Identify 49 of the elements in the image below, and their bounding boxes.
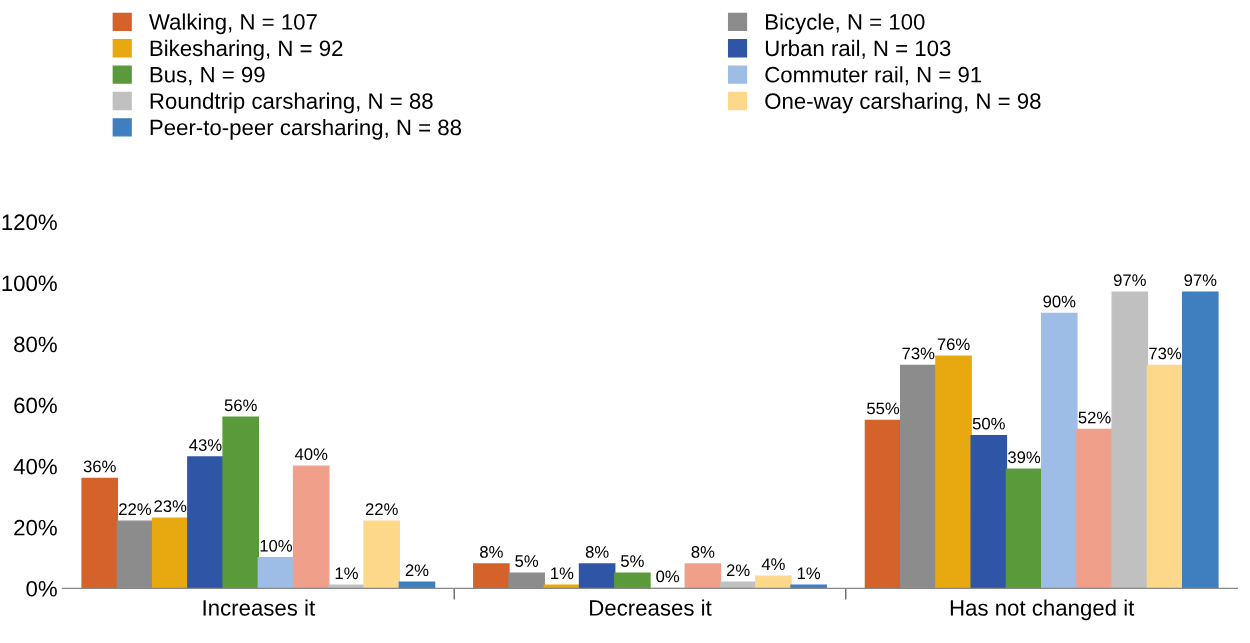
data-label: 40% [294,448,328,461]
data-label: 97% [1113,274,1146,287]
y-tick-label: 80% [14,336,57,353]
data-label: 1% [797,567,821,580]
data-label: 39% [1008,451,1041,464]
legend-label: Urban rail, N = 103 [765,39,951,59]
y-tick-label: 100% [2,275,57,292]
data-label: 43% [189,439,222,451]
data-label: 22% [365,503,398,516]
x-tick-label: Decreases it [590,599,712,616]
data-label: 55% [867,402,900,415]
data-label: 5% [621,555,644,567]
data-label: 97% [1184,274,1217,287]
data-label: 73% [902,347,935,360]
legend-label: Peer-to-peer carsharing, N = 88 [150,119,462,140]
legend-label: One-way carsharing, N = 98 [765,92,1041,114]
data-label: 4% [761,558,785,570]
legend-label: Roundtrip carsharing, N = 88 [150,92,433,114]
data-label: 1% [335,567,358,580]
data-label: 0% [656,570,680,583]
data-label: 2% [405,564,429,577]
legend-label: Bicycle, N = 100 [766,13,925,35]
legend-label: Bikesharing, N = 92 [150,39,343,61]
data-label: 8% [480,546,503,558]
data-label: 50% [972,417,1005,430]
data-label: 52% [1078,411,1111,424]
data-label: 90% [1043,295,1076,308]
y-tick-label: 0% [26,580,57,597]
data-label: 5% [515,555,539,567]
legend-label: Walking, N = 107 [148,13,317,35]
data-label: 76% [937,338,970,351]
data-label: 1% [551,567,574,580]
data-label: 8% [691,546,715,558]
data-label: 8% [585,546,609,558]
data-label: 2% [726,564,750,577]
legend-label: Commuter rail, N = 91 [765,66,982,86]
y-tick-label: 40% [13,458,57,475]
data-label: 10% [260,539,293,552]
y-tick-label: 60% [14,397,57,414]
data-label: 22% [119,503,152,516]
x-tick-label: Increases it [203,599,315,616]
data-label: 56% [224,399,257,412]
y-tick-label: 120% [2,214,57,231]
legend-label: Bus, N = 99 [150,66,265,86]
data-label: 36% [83,460,116,473]
x-tick-label: Has not changed it [950,599,1135,621]
y-tick-label: 20% [14,519,57,536]
data-label: 73% [1149,347,1182,360]
data-label: 23% [154,500,187,513]
